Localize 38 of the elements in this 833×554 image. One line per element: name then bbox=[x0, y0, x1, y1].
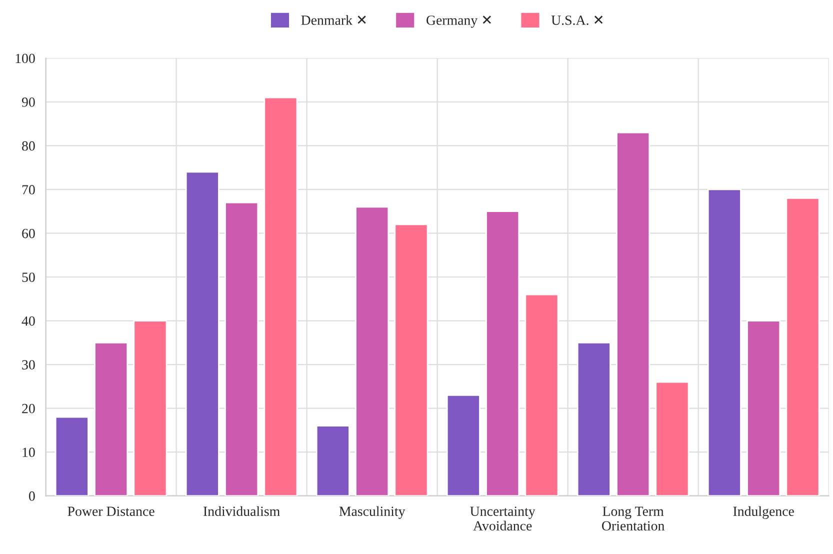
bar bbox=[185, 171, 220, 496]
bar bbox=[486, 210, 520, 496]
y-tick-label: 70 bbox=[22, 185, 35, 194]
bar bbox=[576, 342, 611, 496]
bar bbox=[394, 224, 428, 496]
y-tick-label: 60 bbox=[22, 228, 35, 238]
bar bbox=[655, 381, 690, 496]
bar bbox=[446, 394, 480, 496]
bar bbox=[224, 202, 259, 496]
y-tick-label: 0 bbox=[28, 491, 35, 501]
y-tick-label: 80 bbox=[22, 141, 35, 151]
legend-label: U.S.A. ✕ bbox=[551, 16, 603, 25]
y-tick-label: 20 bbox=[22, 404, 35, 414]
bar bbox=[54, 416, 89, 496]
bar bbox=[355, 206, 390, 496]
legend-label: Germany ✕ bbox=[426, 16, 491, 28]
x-tick-label: Individualism bbox=[203, 506, 280, 516]
bar bbox=[264, 96, 298, 496]
x-tick-label: Power Distance bbox=[68, 506, 154, 516]
y-tick-label: 90 bbox=[22, 98, 35, 107]
bar bbox=[786, 198, 820, 496]
x-tick-label: Long Term Orientation bbox=[602, 506, 664, 531]
x-tick-label: Uncertainty Avoidance bbox=[470, 506, 536, 531]
x-tick-label: Indulgence bbox=[733, 506, 794, 519]
bar bbox=[94, 342, 128, 496]
bar bbox=[524, 294, 559, 496]
y-tick-label: 100 bbox=[16, 54, 35, 64]
y-tick-label: 10 bbox=[22, 448, 35, 458]
x-tick-label: Masculinity bbox=[339, 506, 406, 519]
y-tick-label: 40 bbox=[22, 316, 35, 326]
bar bbox=[133, 320, 168, 496]
bar bbox=[616, 132, 650, 496]
bar bbox=[746, 320, 781, 496]
y-tick-label: 50 bbox=[22, 272, 35, 282]
legend-label: Denmark ✕ bbox=[301, 15, 366, 25]
bar bbox=[316, 425, 350, 496]
bar bbox=[707, 188, 742, 496]
y-tick-label: 30 bbox=[22, 360, 35, 370]
